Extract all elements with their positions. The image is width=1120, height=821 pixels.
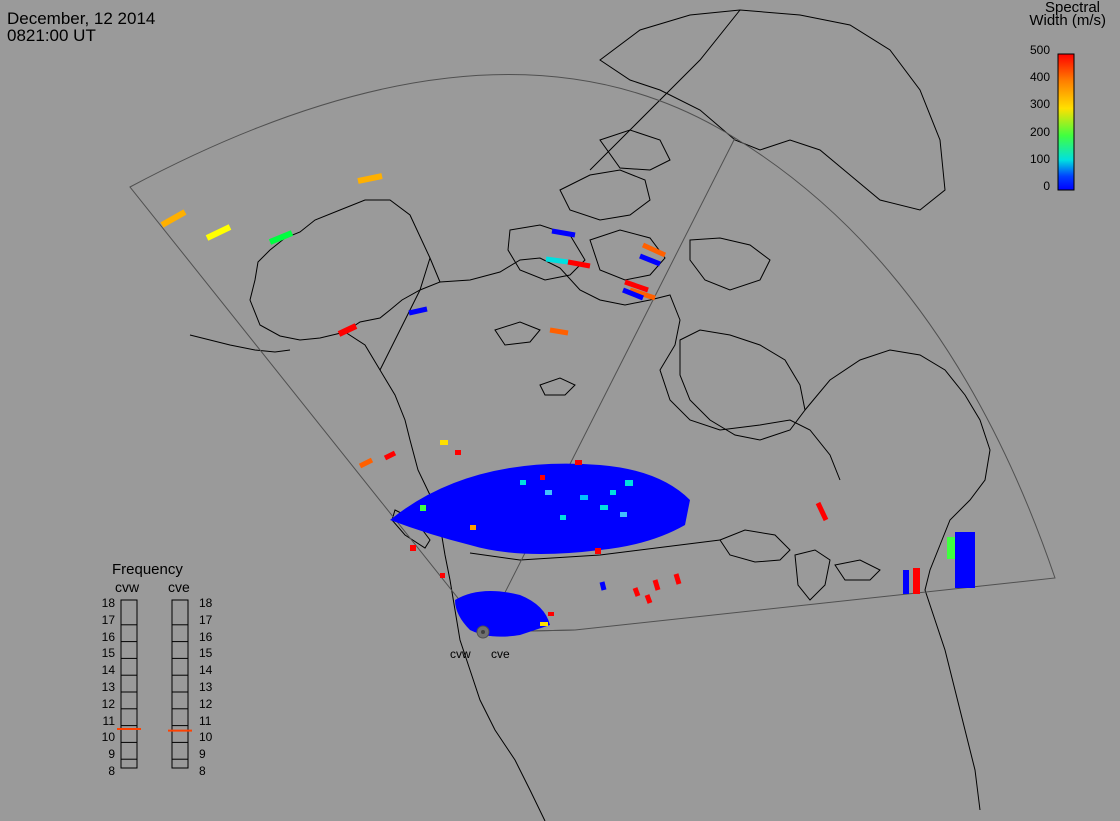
radar-label-cvw: cvw (450, 647, 471, 661)
radar-label-cve: cve (491, 647, 510, 661)
radar-scatter (390, 440, 690, 637)
frequency-column-cvw: cvw (115, 579, 140, 595)
frequency-scale-label-left: 13 (101, 680, 115, 694)
frequency-scale-label-left: 18 (101, 596, 115, 610)
colorbar-tick-label: 300 (1029, 97, 1050, 112)
colorbar-gradient (1057, 53, 1075, 191)
frequency-scale-label-right: 17 (199, 612, 213, 627)
frequency-scale-label-right: 16 (199, 629, 213, 644)
frequency-column-cve: cve (168, 579, 190, 595)
colorbar-tick-label: 400 (1029, 70, 1050, 85)
colorbar-tick-label: 0 (1043, 179, 1050, 193)
frequency-scale-label-right: 18 (199, 596, 213, 610)
frequency-scale-label-left: 15 (101, 646, 115, 661)
frequency-scale-label-right: 14 (199, 663, 213, 678)
colorbar-tick-label: 100 (1029, 151, 1050, 166)
colorbar-tick-label: 200 (1029, 124, 1050, 139)
frequency-scale-label-left: 11 (102, 713, 115, 728)
colorbar-tick-label: 500 (1029, 43, 1050, 57)
frequency-scale-label-right: 10 (199, 730, 213, 745)
frequency-title: Frequency (112, 561, 183, 578)
frequency-scale-label-left: 16 (101, 629, 115, 644)
frequency-scale-label-left: 8 (108, 764, 115, 778)
frequency-scale-label-left: 12 (101, 696, 115, 711)
frequency-scale-label-left: 10 (101, 730, 115, 745)
frequency-scale-label-right: 13 (199, 680, 213, 694)
colorbar-title-line2: Width (m/s) (1029, 12, 1106, 29)
time-label: 0821:00 UT (7, 26, 96, 45)
frequency-scale-label-right: 11 (199, 713, 212, 728)
colorbar-title-line1: Spectral (1044, 0, 1100, 16)
frequency-scale-label-right: 15 (199, 646, 213, 661)
frequency-scale-label-left: 14 (101, 663, 115, 678)
frequency-scale-label-right: 12 (199, 696, 213, 711)
frequency-scale-label-left: 17 (101, 612, 115, 627)
radar-site-marker (476, 625, 490, 639)
isolated-echoes (160, 173, 975, 604)
frequency-bars (120, 599, 189, 769)
date-label: December, 12 2014 (7, 9, 156, 28)
frequency-scale-label-left: 9 (108, 747, 115, 762)
frequency-scale-label-right: 8 (199, 764, 206, 778)
coastlines (189, 9, 991, 821)
frequency-scale-label-right: 9 (199, 747, 206, 762)
